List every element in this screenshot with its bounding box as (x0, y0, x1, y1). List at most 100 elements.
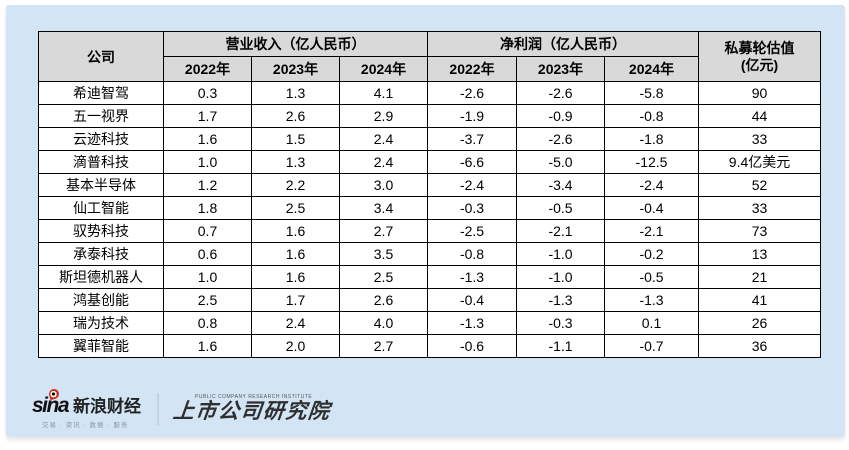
cell-rev-2023: 1.7 (251, 288, 340, 312)
header-valuation: 私募轮估值 (亿元) (698, 31, 822, 82)
header-revenue-2023: 2023年 (251, 56, 340, 82)
cell-rev-2024: 2.9 (339, 104, 428, 128)
header-profit-2023: 2023年 (516, 56, 605, 82)
cell-np-2024: 0.1 (603, 311, 700, 335)
table-row: 翼菲智能 1.6 2.0 2.7 -0.6 -1.1 -0.7 36 (38, 334, 822, 358)
header-profit-2024: 2024年 (603, 56, 700, 82)
institute-logo: PUBLIC COMPANY RESEARCH INSTITUTE 上市公司研究… (171, 394, 332, 424)
cell-np-2023: -5.0 (516, 150, 605, 174)
cell-rev-2022: 1.0 (163, 265, 252, 289)
content-panel: 公司 营业收入（亿人民币） 净利润（亿人民币） 私募轮估值 (亿元) 2022年… (6, 5, 845, 437)
institute-name: 上市公司研究院 (171, 400, 332, 424)
cell-valuation: 36 (698, 334, 822, 358)
cell-np-2024: -0.4 (603, 196, 700, 220)
cell-rev-2023: 1.6 (251, 242, 340, 266)
cell-rev-2024: 3.5 (339, 242, 428, 266)
cell-np-2024: -2.1 (603, 219, 700, 243)
cell-valuation: 73 (698, 219, 822, 243)
cell-rev-2024: 3.0 (339, 173, 428, 197)
sina-logo-top: sina 新浪财经 (32, 387, 141, 416)
table-row: 基本半导体 1.2 2.2 3.0 -2.4 -3.4 -2.4 52 (38, 173, 822, 197)
table-row: 五一视界 1.7 2.6 2.9 -1.9 -0.9 -0.8 44 (38, 104, 822, 128)
cell-rev-2022: 2.5 (163, 288, 252, 312)
cell-np-2022: -1.3 (427, 265, 517, 289)
table-row: 鸿基创能 2.5 1.7 2.6 -0.4 -1.3 -1.3 41 (38, 288, 822, 312)
cell-rev-2022: 0.6 (163, 242, 252, 266)
cell-np-2024: -0.2 (603, 242, 700, 266)
cell-rev-2022: 1.2 (163, 173, 252, 197)
table-row: 瑞为技术 0.8 2.4 4.0 -1.3 -0.3 0.1 26 (38, 311, 822, 335)
cell-valuation: 9.4亿美元 (698, 150, 822, 174)
cell-company: 斯坦德机器人 (38, 265, 164, 289)
table-row: 仙工智能 1.8 2.5 3.4 -0.3 -0.5 -0.4 33 (38, 196, 822, 220)
cell-np-2022: -2.5 (427, 219, 517, 243)
cell-rev-2023: 1.3 (251, 150, 340, 174)
cell-rev-2022: 1.8 (163, 196, 252, 220)
company-financials-table-wrap: 公司 营业收入（亿人民币） 净利润（亿人民币） 私募轮估值 (亿元) 2022年… (38, 31, 822, 358)
header-company: 公司 (38, 31, 164, 82)
cell-valuation: 13 (698, 242, 822, 266)
cell-rev-2022: 0.3 (163, 81, 252, 105)
cell-np-2023: -2.6 (516, 127, 605, 151)
header-valuation-line1: 私募轮估值 (724, 39, 795, 56)
cell-rev-2024: 3.4 (339, 196, 428, 220)
table-body: 希迪智驾 0.3 1.3 4.1 -2.6 -2.6 -5.8 90 五一视界 … (38, 81, 822, 358)
cell-company: 基本半导体 (38, 173, 164, 197)
cell-np-2023: -0.3 (516, 311, 605, 335)
cell-valuation: 90 (698, 81, 822, 105)
cell-rev-2022: 0.8 (163, 311, 252, 335)
cell-rev-2023: 2.2 (251, 173, 340, 197)
cell-valuation: 33 (698, 196, 822, 220)
cell-np-2023: -1.0 (516, 242, 605, 266)
cell-rev-2023: 2.4 (251, 311, 340, 335)
cell-np-2022: -0.8 (427, 242, 517, 266)
cell-company: 鸿基创能 (38, 288, 164, 312)
cell-np-2022: -0.4 (427, 288, 517, 312)
cell-np-2024: -2.4 (603, 173, 700, 197)
cell-rev-2024: 2.5 (339, 265, 428, 289)
cell-rev-2024: 2.4 (339, 127, 428, 151)
cell-np-2022: -1.9 (427, 104, 517, 128)
cell-rev-2023: 1.5 (251, 127, 340, 151)
cell-rev-2022: 0.7 (163, 219, 252, 243)
cell-np-2024: -1.3 (603, 288, 700, 312)
cell-np-2023: -3.4 (516, 173, 605, 197)
cell-company: 瑞为技术 (38, 311, 164, 335)
header-row-groups: 公司 营业收入（亿人民币） 净利润（亿人民币） 私募轮估值 (亿元) (38, 31, 822, 82)
cell-company: 翼菲智能 (38, 334, 164, 358)
cell-rev-2024: 2.7 (339, 334, 428, 358)
cell-rev-2023: 1.3 (251, 81, 340, 105)
table-row: 滴普科技 1.0 1.3 2.4 -6.6 -5.0 -12.5 9.4亿美元 (38, 150, 822, 174)
cell-np-2023: -1.3 (516, 288, 605, 312)
cell-rev-2023: 2.6 (251, 104, 340, 128)
header-profit-2022: 2022年 (427, 56, 517, 82)
header-revenue-2022: 2022年 (163, 56, 252, 82)
cell-valuation: 26 (698, 311, 822, 335)
cell-company: 仙工智能 (38, 196, 164, 220)
header-valuation-line2: (亿元) (740, 56, 779, 73)
cell-rev-2023: 1.6 (251, 265, 340, 289)
cell-np-2022: -2.4 (427, 173, 517, 197)
cell-rev-2024: 2.4 (339, 150, 428, 174)
cell-np-2022: -0.3 (427, 196, 517, 220)
cell-np-2023: -1.1 (516, 334, 605, 358)
cell-np-2022: -3.7 (427, 127, 517, 151)
cell-rev-2024: 4.0 (339, 311, 428, 335)
table-row: 云迹科技 1.6 1.5 2.4 -3.7 -2.6 -1.8 33 (38, 127, 822, 151)
logo-divider (157, 393, 160, 425)
table-row: 希迪智驾 0.3 1.3 4.1 -2.6 -2.6 -5.8 90 (38, 81, 822, 105)
cell-rev-2022: 1.6 (163, 334, 252, 358)
company-financials-table: 公司 营业收入（亿人民币） 净利润（亿人民币） 私募轮估值 (亿元) 2022年… (38, 31, 822, 358)
cell-valuation: 41 (698, 288, 822, 312)
cell-rev-2022: 1.6 (163, 127, 252, 151)
cell-rev-2023: 1.6 (251, 219, 340, 243)
cell-np-2023: -0.9 (516, 104, 605, 128)
header-revenue-2024: 2024年 (339, 56, 428, 82)
table-row: 承泰科技 0.6 1.6 3.5 -0.8 -1.0 -0.2 13 (38, 242, 822, 266)
cell-np-2022: -6.6 (427, 150, 517, 174)
cell-company: 驭势科技 (38, 219, 164, 243)
institute-subtitle: PUBLIC COMPANY RESEARCH INSTITUTE (195, 394, 313, 401)
cell-np-2023: -0.5 (516, 196, 605, 220)
header-group-net-profit: 净利润（亿人民币） (426, 31, 700, 57)
cell-company: 云迹科技 (38, 127, 164, 151)
